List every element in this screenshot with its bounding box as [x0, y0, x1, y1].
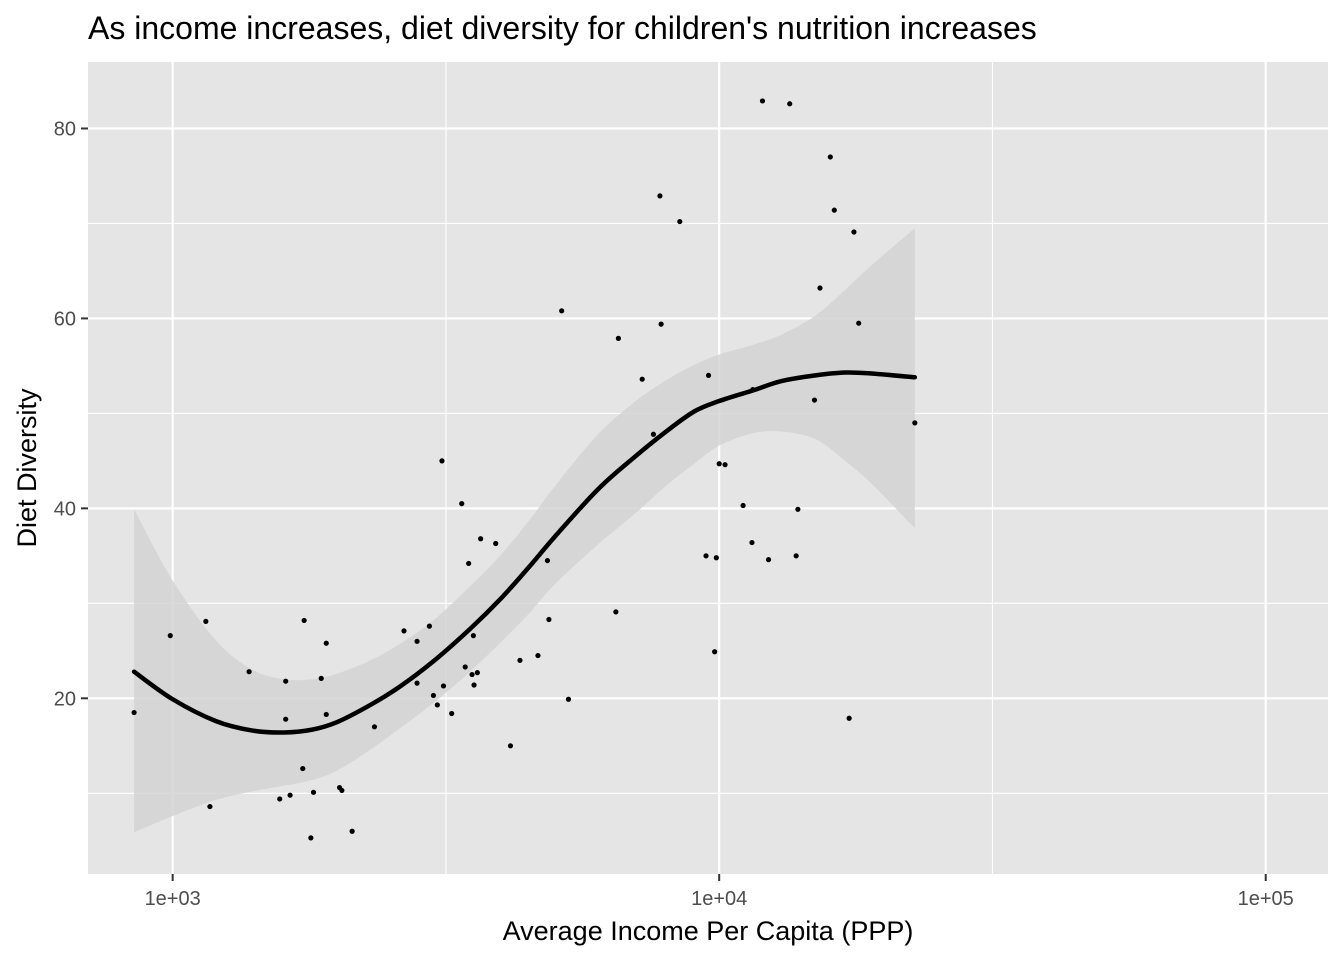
data-point — [827, 154, 833, 160]
data-point — [831, 207, 837, 213]
data-point — [339, 787, 345, 794]
data-point — [759, 98, 766, 104]
data-point — [846, 715, 852, 721]
data-point — [912, 420, 918, 426]
smooth-fit-line — [131, 370, 918, 735]
data-point — [856, 320, 862, 326]
y-tick-label: 40 — [54, 498, 76, 520]
data-point — [449, 710, 455, 717]
data-point — [462, 664, 468, 670]
data-point — [414, 680, 420, 686]
data-point — [318, 675, 324, 681]
data-point — [478, 536, 484, 542]
minor-gridlines — [88, 62, 1328, 874]
data-point — [639, 376, 645, 382]
data-point — [434, 702, 440, 708]
data-point — [544, 557, 551, 564]
data-point — [310, 789, 317, 795]
data-point — [705, 372, 712, 379]
data-point — [300, 765, 306, 772]
data-point — [817, 285, 823, 291]
y-tick-label: 60 — [54, 308, 76, 330]
x-axis-title: Average Income Per Capita (PPP) — [503, 916, 914, 946]
x-tick-label: 1e+04 — [691, 888, 747, 910]
data-point — [703, 553, 709, 559]
data-point — [308, 835, 314, 841]
data-point — [167, 633, 173, 639]
chart-title: As income increases, diet diversity for … — [88, 10, 1037, 46]
data-point — [301, 617, 307, 624]
data-point — [713, 555, 719, 561]
data-point — [349, 828, 355, 834]
data-point — [535, 652, 541, 659]
data-point — [749, 539, 755, 546]
data-point — [470, 633, 476, 639]
data-point — [439, 458, 445, 464]
data-point — [677, 218, 683, 225]
y-tick-label: 20 — [54, 688, 76, 710]
data-point — [471, 682, 477, 688]
data-point — [811, 397, 818, 403]
data-point — [371, 724, 378, 730]
data-point — [793, 553, 799, 559]
data-point — [414, 638, 420, 644]
data-point — [277, 796, 283, 802]
data-point — [283, 678, 289, 684]
x-axis: 1e+03 1e+04 1e+05 — [145, 874, 1294, 910]
y-tick-label: 80 — [54, 118, 76, 140]
data-point — [851, 229, 857, 235]
data-point — [722, 462, 728, 468]
x-tick-label: 1e+03 — [145, 888, 201, 910]
data-point — [426, 623, 433, 629]
data-point — [507, 743, 514, 749]
data-point — [517, 657, 523, 663]
data-point — [283, 716, 289, 722]
data-point — [740, 502, 746, 509]
x-tick-label: 1e+05 — [1238, 888, 1294, 910]
data-point — [466, 560, 472, 567]
data-points — [131, 98, 918, 841]
data-point — [246, 669, 252, 675]
data-point — [795, 506, 801, 512]
y-axis-title: Diet Diversity — [12, 388, 42, 548]
data-point — [440, 683, 447, 689]
data-point — [565, 696, 572, 702]
data-point — [658, 321, 664, 327]
data-point — [716, 461, 722, 467]
data-point — [650, 431, 657, 437]
data-point — [615, 335, 621, 341]
data-point — [493, 540, 499, 547]
data-point — [323, 640, 329, 646]
data-point — [787, 101, 793, 107]
data-point — [131, 709, 137, 716]
y-axis: 20 40 60 80 — [54, 118, 88, 710]
data-point — [657, 193, 663, 199]
data-point — [207, 803, 213, 810]
data-point — [430, 692, 437, 699]
data-point — [459, 501, 465, 507]
data-point — [401, 628, 407, 634]
data-point — [559, 308, 565, 314]
data-point — [712, 649, 718, 655]
data-point — [287, 792, 293, 798]
confidence-ribbon — [134, 228, 915, 833]
data-point — [546, 616, 552, 623]
data-point — [469, 671, 475, 678]
data-point — [203, 618, 209, 624]
data-point — [323, 711, 329, 718]
data-point — [765, 557, 772, 563]
data-point — [474, 670, 480, 676]
data-point — [613, 609, 619, 615]
